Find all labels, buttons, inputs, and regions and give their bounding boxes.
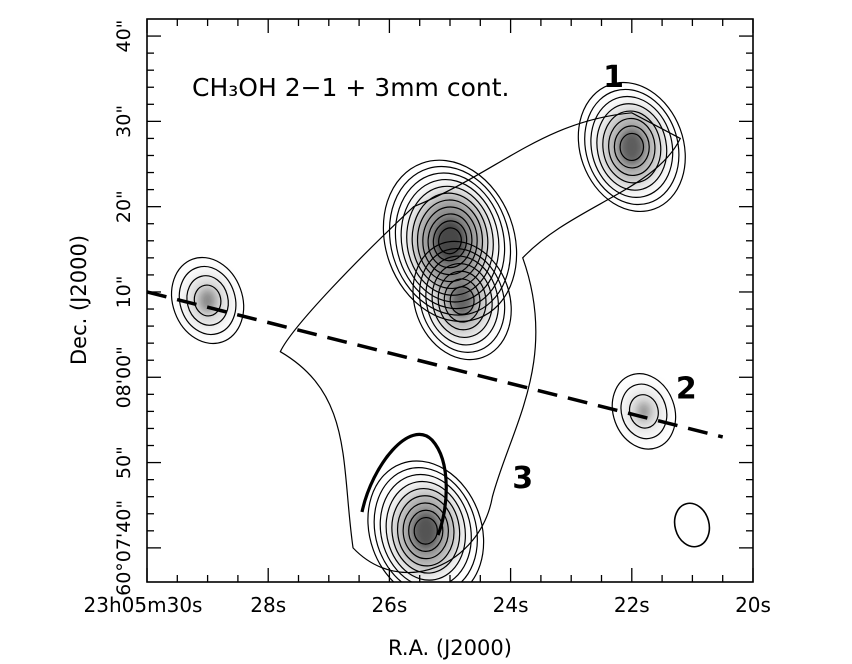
- contour-level: [443, 278, 481, 323]
- source-label: 1: [603, 60, 624, 95]
- emission-core: [620, 130, 644, 164]
- contour-level: [396, 495, 455, 567]
- contour-level: [620, 383, 668, 440]
- contour-level: [437, 270, 487, 331]
- y-tick-labels: 40" 30" 20" 10" 08'00" 50" 60°07'40": [113, 20, 135, 596]
- contour-level: [611, 373, 677, 450]
- contour-level: [590, 95, 674, 198]
- contour-lines: [171, 81, 686, 582]
- x-tick-label: 22s: [614, 593, 650, 617]
- x-tick-label: 26s: [371, 593, 407, 617]
- contour-level: [427, 213, 473, 269]
- y-tick-label: 50": [113, 446, 135, 479]
- contour-level: [425, 255, 499, 346]
- annotation-text: CH₃OH 2−1 + 3mm cont.: [192, 73, 510, 102]
- contour-level: [619, 132, 645, 162]
- grayscale-emission: [190, 109, 659, 572]
- outer-contour: [279, 112, 682, 574]
- contour-level: [408, 509, 444, 552]
- axis-ticks: [146, 19, 754, 582]
- contour-level: [373, 467, 478, 582]
- contour-level: [413, 516, 438, 545]
- x-tick-label: 20s: [735, 593, 771, 617]
- outflow-axis-dashed-line: [146, 290, 724, 439]
- contour-level: [438, 227, 462, 255]
- contour-level: [577, 81, 686, 213]
- contour-level: [412, 240, 512, 361]
- x-tick-label: 28s: [250, 593, 286, 617]
- x-axis-label: R.A. (J2000): [388, 636, 512, 660]
- contour-level: [406, 185, 494, 296]
- contour-level: [385, 480, 466, 581]
- contour-level: [382, 159, 518, 322]
- contour-level: [171, 256, 245, 345]
- x-tick-label: 24s: [493, 593, 529, 617]
- contour-level: [402, 502, 449, 560]
- contour-level: [449, 286, 475, 315]
- y-tick-label: 08'00": [113, 346, 135, 408]
- contour-level: [416, 199, 484, 283]
- contour-level: [431, 263, 493, 338]
- contour-level: [379, 473, 472, 582]
- contour-level: [186, 275, 229, 326]
- contour-level: [394, 172, 506, 310]
- contour-level: [596, 103, 668, 191]
- contour-level: [388, 165, 512, 316]
- contour-level: [400, 178, 500, 303]
- y-tick-label: 20": [113, 190, 135, 223]
- contour-level: [391, 487, 461, 574]
- y-tick-label: 40": [113, 20, 135, 53]
- emission-core: [412, 512, 439, 550]
- y-tick-label: 30": [113, 105, 135, 138]
- source-labels: 1 2 3: [512, 60, 696, 496]
- contour-level: [367, 460, 485, 582]
- contour-level: [608, 117, 656, 177]
- y-tick-label: 60°07'40": [113, 500, 135, 596]
- contour-level: [418, 248, 506, 353]
- beam-ellipse: [673, 502, 711, 548]
- contour-level: [613, 125, 650, 169]
- x-tick-label: 23h05m30s: [84, 593, 203, 617]
- source-label: 3: [512, 461, 533, 496]
- y-axis-label: Dec. (J2000): [67, 235, 91, 365]
- x-tick-labels: 23h05m30s 28s 26s 24s 22s 20s: [84, 593, 771, 617]
- contour-level: [584, 88, 680, 206]
- source-label: 2: [676, 372, 697, 407]
- emission-core: [200, 290, 215, 311]
- contour-level: [411, 192, 489, 290]
- contour-level: [178, 265, 237, 336]
- y-tick-label: 10": [113, 276, 135, 309]
- bow-shock-arc: [360, 432, 448, 536]
